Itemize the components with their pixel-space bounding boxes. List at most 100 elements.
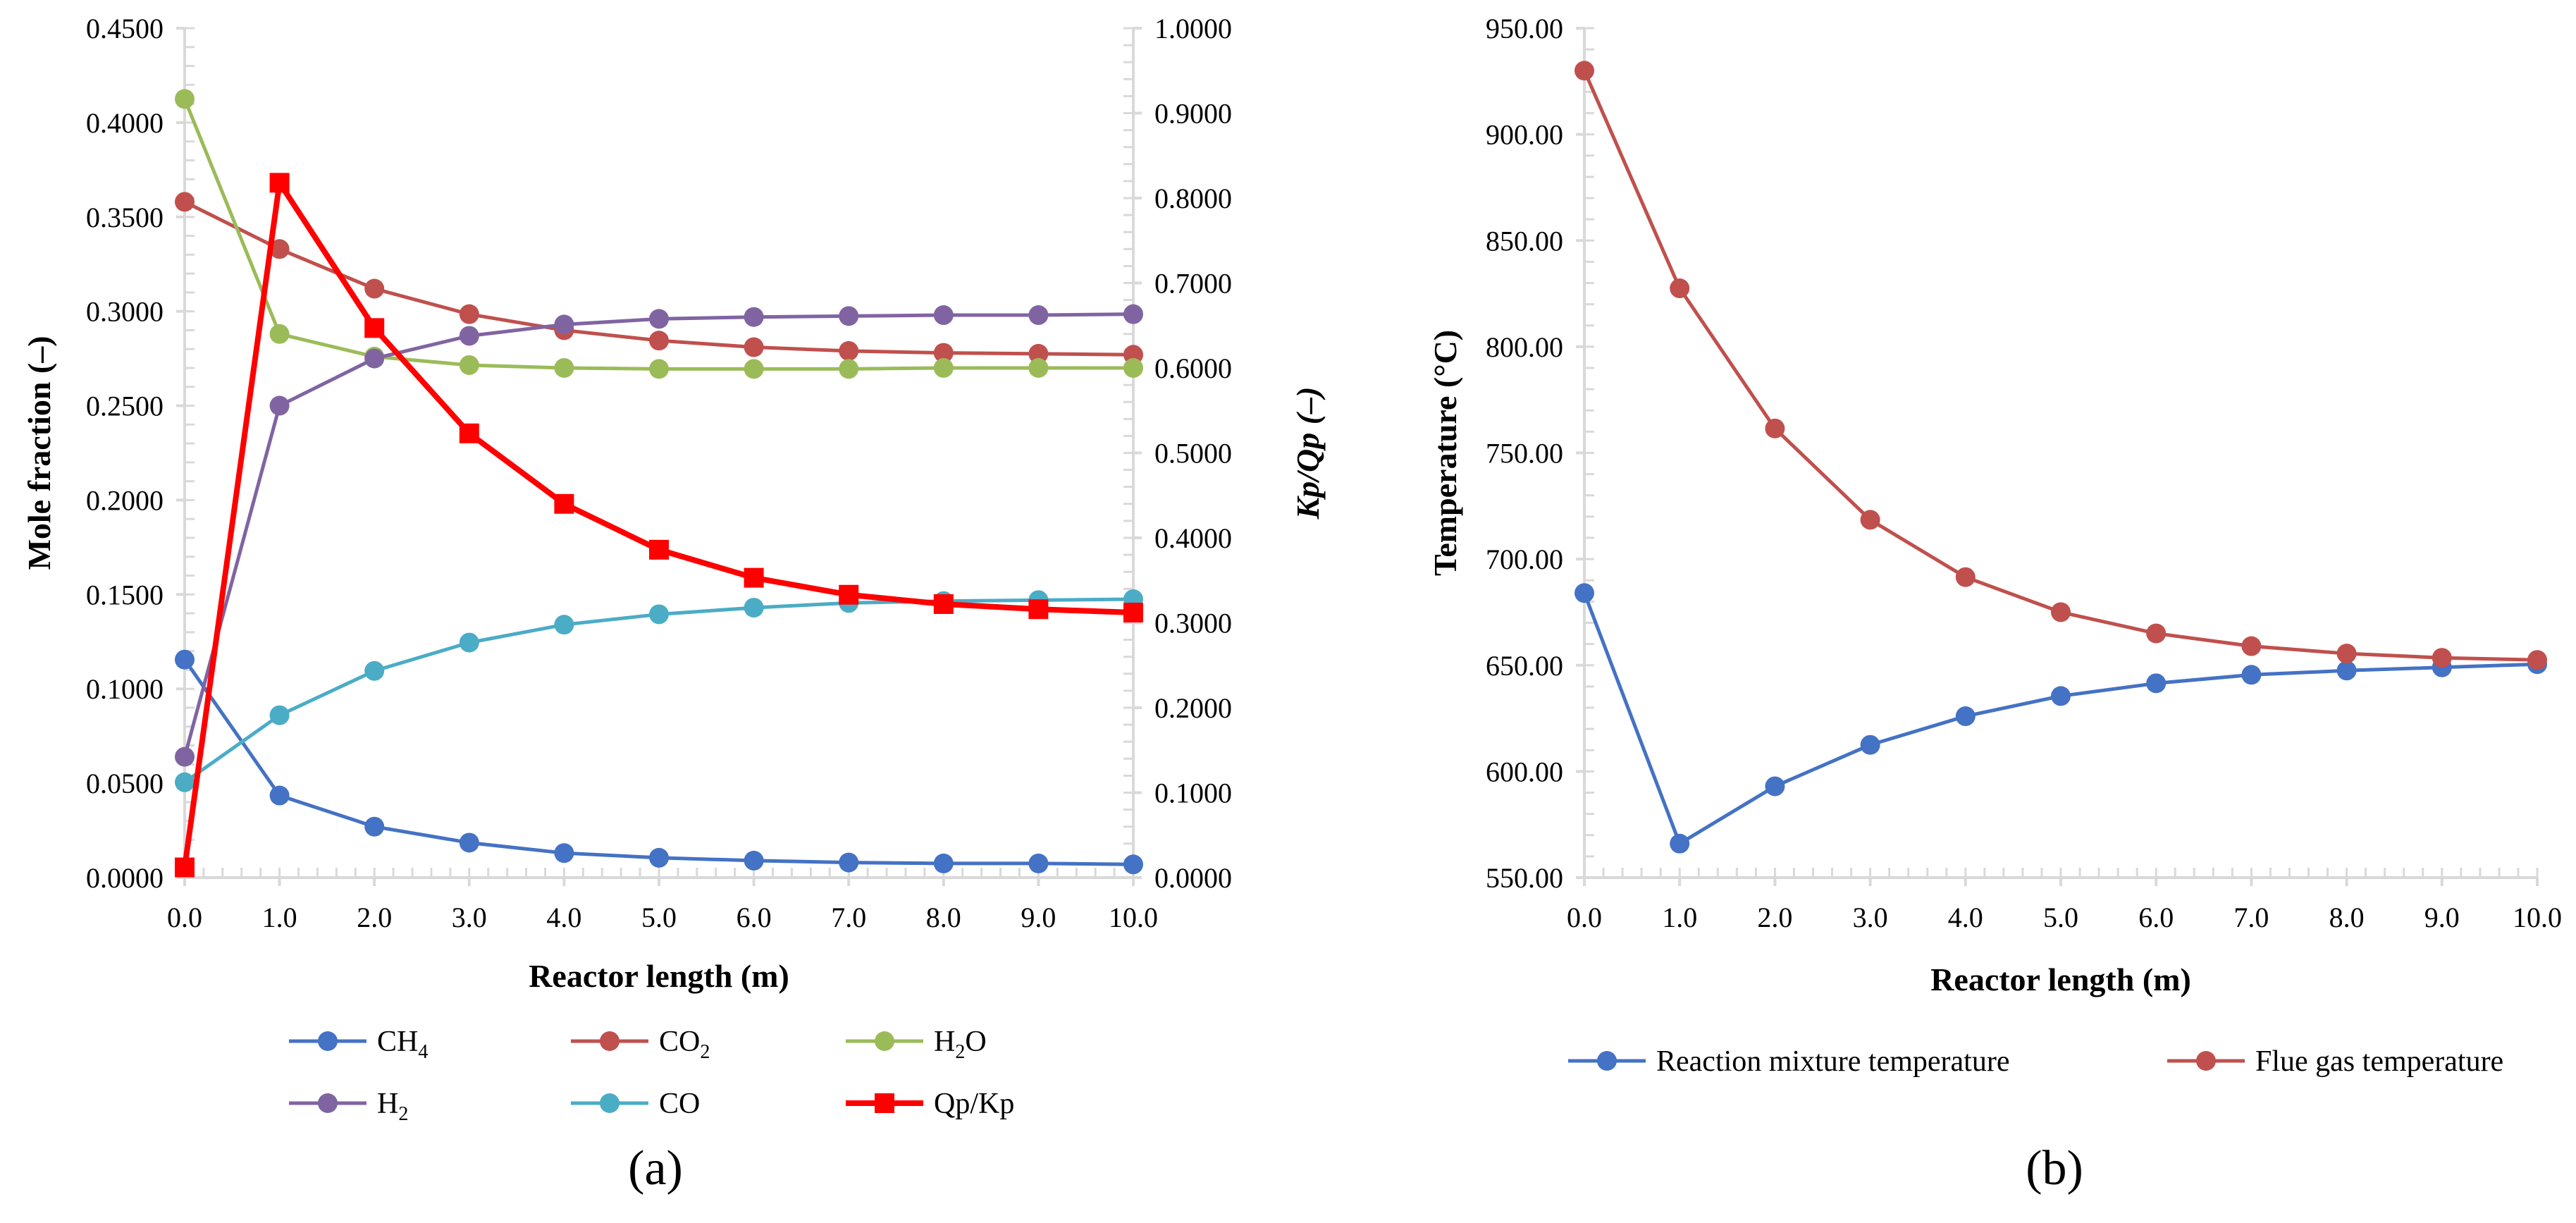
x-tick-label: 7.0: [2233, 902, 2269, 933]
data-point-h2: [1028, 305, 1049, 326]
legend-item-ch4: CH4: [289, 1026, 428, 1063]
data-point-ch4: [1028, 853, 1049, 873]
legend-label-subscript: 2: [398, 1103, 408, 1125]
y2-tick-label: 0.6000: [1154, 352, 1232, 384]
data-point-ch4: [459, 832, 479, 853]
legend-label: H2: [377, 1088, 408, 1125]
y2-axis-title: Kp/Qp (–): [1290, 387, 1326, 520]
data-point-co2: [175, 192, 195, 212]
data-point-flue-gas-temperature: [1765, 418, 1785, 438]
legend-label-tail: O: [965, 1026, 986, 1058]
legend-marker: [875, 1093, 894, 1113]
y-axis-title: Temperature (°C): [1427, 330, 1463, 576]
x-tick-label: 0.0: [167, 902, 202, 933]
y2-tick-label: 0.3000: [1154, 608, 1232, 639]
data-point-reaction-mixture-temperature: [2241, 665, 2262, 685]
data-point-reaction-mixture-temperature: [1955, 706, 1976, 727]
legend-item-co: CO: [571, 1088, 700, 1120]
legend-label-main: Qp/Kp: [934, 1088, 1014, 1120]
data-point-qp-kp: [1028, 599, 1049, 620]
x-tick-label: 4.0: [546, 902, 581, 933]
data-point-reaction-mixture-temperature: [1670, 833, 1690, 854]
data-point-h2o: [175, 89, 195, 109]
y-tick-label: 850.00: [1486, 225, 1563, 257]
y-tick-label: 950.00: [1486, 13, 1563, 44]
data-point-flue-gas-temperature: [2336, 644, 2357, 664]
data-point-flue-gas-temperature: [2432, 648, 2452, 668]
data-point-flue-gas-temperature: [2241, 636, 2262, 656]
x-axis-title: Reactor length (m): [1930, 961, 2191, 997]
y-tick-label: 0.1000: [86, 673, 164, 705]
data-point-co2: [649, 331, 669, 351]
legend-label: CO2: [659, 1026, 710, 1063]
y-tick-label: 550.00: [1486, 862, 1563, 894]
x-tick-label: 5.0: [2043, 902, 2078, 933]
data-point-reaction-mixture-temperature: [1574, 583, 1594, 603]
data-point-reaction-mixture-temperature: [2051, 686, 2071, 706]
data-point-h2o: [933, 358, 954, 378]
y-tick-label: 750.00: [1486, 438, 1563, 469]
data-point-co2: [839, 340, 859, 361]
data-point-ch4: [839, 852, 859, 873]
legend-label-main: H: [934, 1026, 955, 1058]
data-point-co2: [364, 278, 385, 299]
legend-marker: [318, 1093, 338, 1113]
data-point-qp-kp: [1123, 603, 1143, 623]
data-point-reaction-mixture-temperature: [2146, 673, 2167, 694]
legend-item-flue-gas-temperature: Flue gas temperature: [2167, 1045, 2503, 1078]
data-point-h2: [933, 305, 954, 326]
y2-tick-label: 0.5000: [1154, 438, 1232, 469]
data-point-h2o: [1028, 358, 1049, 378]
chart-panel-a: 0.0 1.0 2.0 3.0 4.0 5.0 6.0 7.0 8.0 9.0 10.0 0.0000…: [21, 13, 1326, 1196]
data-point-h2: [744, 307, 764, 327]
data-point-ch4: [744, 850, 764, 871]
y2-tick-label: 0.2000: [1154, 692, 1232, 724]
x-tick-label: 3.0: [452, 902, 487, 933]
x-tick-label: 1.0: [1662, 902, 1697, 933]
x-tick-label: 4.0: [1948, 902, 1983, 933]
data-point-qp-kp: [269, 173, 290, 193]
data-point-h2: [649, 309, 669, 329]
data-point-reaction-mixture-temperature: [1765, 776, 1785, 797]
y-tick-label: 600.00: [1486, 756, 1563, 787]
data-point-h2: [364, 348, 385, 369]
x-tick-label: 10.0: [1109, 902, 1158, 933]
data-point-flue-gas-temperature: [1574, 61, 1594, 81]
x-tick-label: 8.0: [926, 902, 961, 933]
data-point-co: [269, 705, 290, 725]
data-point-reaction-mixture-temperature: [2336, 660, 2357, 681]
chart-panel-b: 0.0 1.0 2.0 3.0 4.0 5.0 6.0 7.0 8.0 9.0 10.0 550.00…: [1427, 13, 2562, 1196]
legend-label-main: Reaction mixture temperature: [1656, 1045, 2009, 1078]
legend-label-main: CH: [377, 1026, 418, 1058]
data-point-co: [649, 604, 669, 625]
legend-label: Flue gas temperature: [2255, 1045, 2503, 1078]
x-tick-label: 3.0: [1853, 902, 1888, 933]
data-point-flue-gas-temperature: [1955, 567, 1976, 587]
legend-label: CH4: [377, 1026, 428, 1063]
data-point-h2o: [744, 359, 764, 379]
series-line-co: [183, 597, 1134, 784]
data-point-ch4: [269, 785, 290, 806]
y-tick-label: 0.2000: [86, 484, 164, 516]
y-tick-label: 0.4500: [86, 13, 164, 44]
x-tick-label: 2.0: [1757, 902, 1792, 933]
y2-tick-label: 0.4000: [1154, 522, 1232, 554]
y-tick-label: 0.4000: [86, 107, 164, 139]
y-tick-label: 0.0000: [86, 862, 164, 894]
data-point-qp-kp: [839, 584, 859, 605]
y-tick-label: 0.0500: [86, 768, 164, 799]
legend-marker: [600, 1031, 620, 1051]
data-point-ch4: [933, 853, 954, 873]
data-point-h2: [175, 746, 195, 767]
x-tick-label: 2.0: [357, 902, 392, 933]
series-line-flue-gas-temperature: [1582, 70, 2538, 662]
series-line-reaction-mixture-temperature: [1582, 592, 2538, 846]
data-point-qp-kp: [175, 857, 195, 878]
x-tick-label: 6.0: [737, 902, 772, 933]
y2-tick-label: 0.9000: [1154, 98, 1232, 130]
data-point-co: [175, 772, 195, 792]
data-point-co2: [744, 337, 764, 357]
x-tick-label: 8.0: [2329, 902, 2365, 933]
y-tick-label: 650.00: [1486, 650, 1563, 682]
data-point-co: [554, 615, 574, 635]
